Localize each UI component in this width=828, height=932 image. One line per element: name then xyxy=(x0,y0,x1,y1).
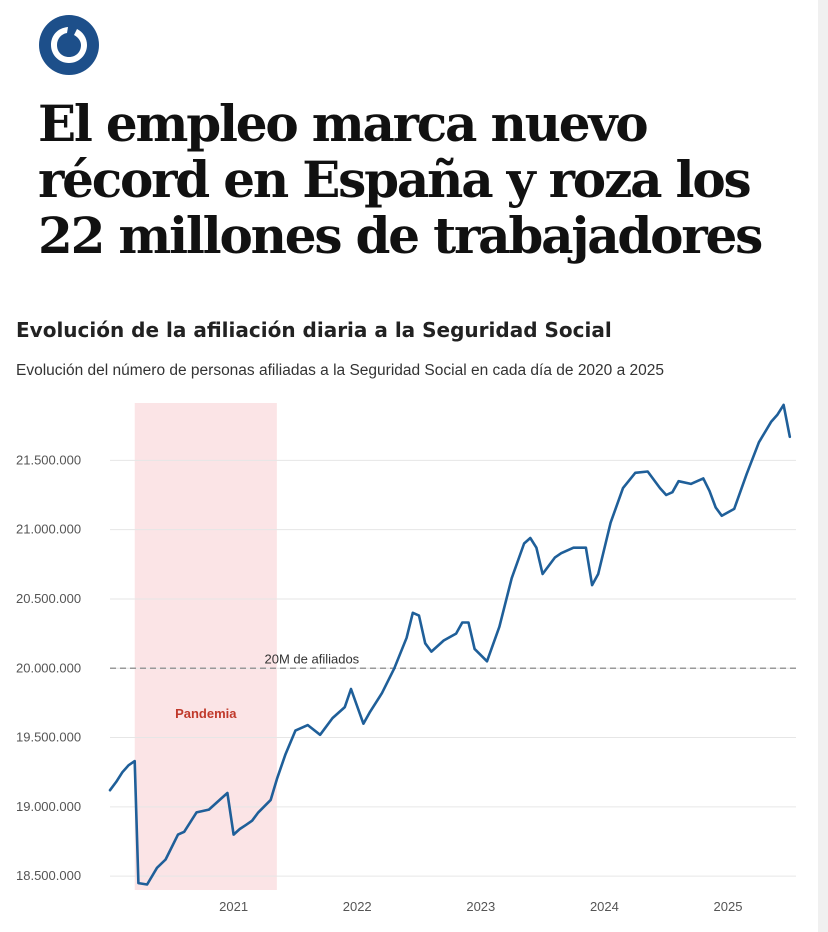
data-point xyxy=(406,637,408,639)
x-tick-label: 2025 xyxy=(714,899,743,914)
data-point xyxy=(226,792,229,794)
data-point xyxy=(560,552,562,554)
y-tick-label: 18.500.000 xyxy=(16,868,81,883)
y-tick-label: 19.000.000 xyxy=(16,799,81,814)
data-point xyxy=(381,692,383,694)
x-tick-label: 2021 xyxy=(219,899,248,914)
pandemic-shaded-region xyxy=(134,403,277,890)
data-point xyxy=(708,490,711,492)
data-point xyxy=(529,537,531,539)
data-point xyxy=(344,706,346,708)
y-tick-label: 21.000.000 xyxy=(16,522,81,537)
data-point xyxy=(165,858,167,861)
data-point xyxy=(554,556,556,558)
publication-logo-icon xyxy=(39,15,99,75)
data-point xyxy=(677,480,680,482)
data-point xyxy=(146,883,148,886)
data-point xyxy=(368,712,371,714)
data-point xyxy=(776,414,779,416)
data-point xyxy=(721,515,723,517)
data-point xyxy=(671,491,673,493)
y-tick-label: 20.500.000 xyxy=(16,591,81,606)
series-line xyxy=(108,403,792,886)
chart-title: Evolución de la afiliación diaria a la S… xyxy=(16,318,612,342)
data-point xyxy=(715,506,717,509)
data-point xyxy=(622,487,624,489)
data-point xyxy=(177,833,179,836)
data-point xyxy=(609,522,612,524)
page-scrollbar[interactable] xyxy=(818,0,828,932)
data-point xyxy=(733,508,735,510)
data-point xyxy=(245,824,247,826)
data-point xyxy=(486,660,488,662)
data-point xyxy=(208,809,210,811)
data-point xyxy=(257,811,259,813)
data-point xyxy=(443,639,445,642)
data-point xyxy=(690,483,692,485)
data-point xyxy=(461,621,463,624)
data-point xyxy=(467,621,470,624)
data-point xyxy=(511,577,513,579)
data-point xyxy=(758,441,760,443)
data-point xyxy=(498,626,500,628)
data-point xyxy=(745,473,748,475)
data-point xyxy=(702,477,704,479)
data-point xyxy=(783,404,785,406)
data-point xyxy=(195,811,198,813)
data-point xyxy=(115,781,117,783)
data-point xyxy=(294,730,297,732)
data-point xyxy=(542,573,544,575)
data-point xyxy=(665,494,667,496)
data-point xyxy=(647,470,649,473)
data-point xyxy=(418,614,420,617)
x-tick-label: 2022 xyxy=(343,899,372,914)
x-tick-label: 2024 xyxy=(590,899,619,914)
line-chart: 18.500.000 19.000.000 19.500.000 20.000.000… xyxy=(16,403,796,914)
data-point xyxy=(331,717,334,719)
x-tick-label: 2023 xyxy=(466,899,495,914)
reference-line-label: 20M de afiliados xyxy=(265,651,360,666)
data-point xyxy=(585,547,587,549)
data-point xyxy=(412,612,414,614)
data-point xyxy=(659,487,661,489)
data-point xyxy=(137,882,140,884)
article-headline: El empleo marca nuevo récord en España y… xyxy=(38,94,763,265)
data-point xyxy=(350,688,352,690)
data-point xyxy=(572,547,575,549)
data-point xyxy=(156,867,158,869)
data-point xyxy=(270,799,272,801)
data-point xyxy=(233,833,235,836)
data-point xyxy=(183,831,185,833)
data-point xyxy=(634,472,636,474)
data-point xyxy=(789,436,791,438)
data-point xyxy=(251,820,253,822)
data-point xyxy=(424,642,426,644)
y-tick-label: 20.000.000 xyxy=(16,660,81,675)
data-point xyxy=(121,771,123,773)
data-point xyxy=(430,651,432,653)
data-point xyxy=(284,753,287,755)
data-point xyxy=(127,764,130,766)
data-point xyxy=(770,420,772,423)
data-point xyxy=(474,648,476,650)
data-point xyxy=(109,789,111,791)
data-point xyxy=(591,584,593,586)
data-point xyxy=(220,797,222,800)
data-point xyxy=(455,633,457,635)
data-point xyxy=(597,573,599,575)
data-point xyxy=(276,778,278,780)
data-point xyxy=(134,760,136,762)
pandemic-label: Pandemia xyxy=(175,706,237,721)
chart-subtitle: Evolución del número de personas afiliad… xyxy=(16,362,665,379)
data-point xyxy=(535,547,538,549)
y-tick-label: 21.500.000 xyxy=(16,452,81,467)
data-point xyxy=(362,723,364,725)
data-point xyxy=(523,542,525,545)
y-tick-label: 19.500.000 xyxy=(16,730,81,745)
data-point xyxy=(307,724,309,726)
data-point xyxy=(239,828,241,830)
data-point xyxy=(319,734,321,736)
data-point xyxy=(393,667,395,669)
